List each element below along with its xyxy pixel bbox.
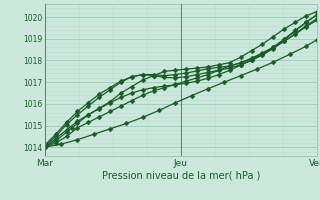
X-axis label: Pression niveau de la mer( hPa ): Pression niveau de la mer( hPa ) <box>102 171 260 181</box>
